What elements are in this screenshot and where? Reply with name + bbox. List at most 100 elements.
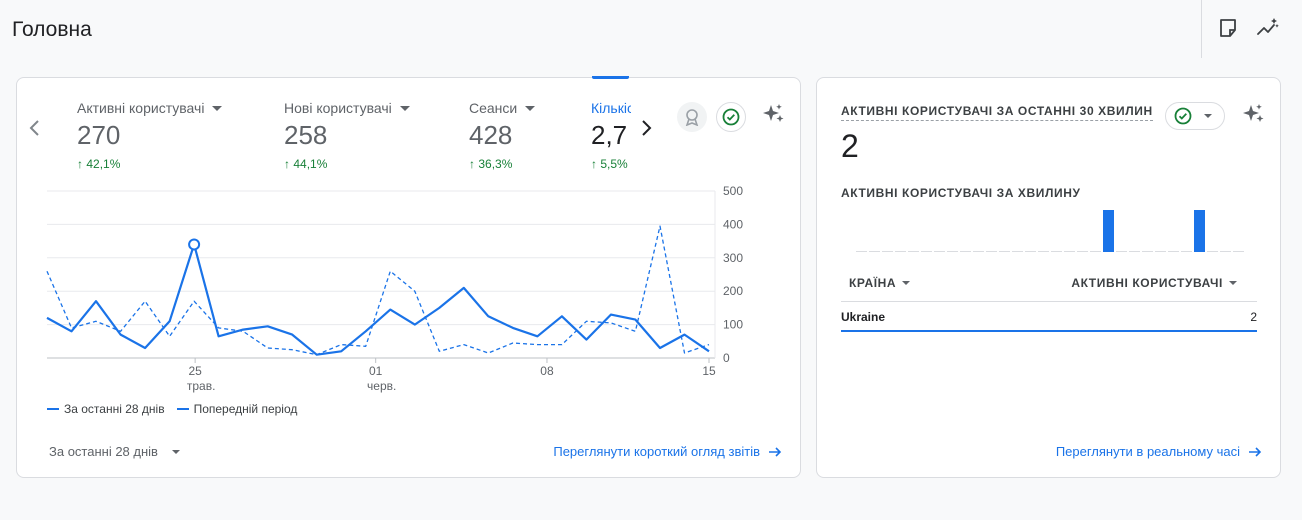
arrow-up-icon: ↑: [284, 157, 290, 171]
legend-previous: Попередній період: [176, 402, 298, 416]
metric-active-users[interactable]: Активні користувачі 270 ↑ 42,1%: [77, 100, 223, 171]
minute-bar-empty: [856, 251, 867, 252]
minute-bar-empty: [1142, 251, 1153, 252]
realtime-subtitle: АКТИВНІ КОРИСТУВАЧІ ЗА ХВИЛИНУ: [841, 186, 1081, 200]
minute-bar-empty: [908, 251, 919, 252]
previous-period-line: [46, 225, 710, 356]
minute-bar: [1103, 210, 1114, 252]
dropdown-arrow-icon: [1204, 114, 1212, 118]
minute-bar-empty: [1038, 251, 1049, 252]
arrow-right-icon: [1249, 446, 1262, 457]
header-divider: [1201, 0, 1202, 58]
sparkle-icon[interactable]: [1240, 102, 1266, 128]
minute-bar-empty: [1129, 251, 1140, 252]
metric-label: Нові користувачі: [284, 100, 392, 116]
table-row-bar: [841, 330, 1257, 332]
minute-bar-empty: [1025, 251, 1036, 252]
metric-change: 44,1%: [293, 157, 328, 171]
x-tick-label: 15: [702, 364, 716, 378]
table-row[interactable]: Ukraine 2: [841, 302, 1257, 332]
legend-current: За останні 28 днів: [47, 402, 165, 416]
highlight-point: [188, 238, 201, 251]
legend-current-label: За останні 28 днів: [64, 402, 165, 416]
page-header: Головна: [0, 0, 1302, 60]
chevron-left-icon[interactable]: [27, 116, 43, 140]
x-tick-month: трав.: [187, 379, 216, 393]
realtime-compare-select[interactable]: [1165, 102, 1225, 130]
minute-bar-empty: [882, 251, 893, 252]
minute-bar: [1194, 210, 1205, 252]
link-label: Переглянути короткий огляд звітів: [553, 444, 760, 459]
per-minute-bar-chart: [856, 210, 1244, 252]
realtime-card: АКТИВНІ КОРИСТУВАЧІ ЗА ОСТАННІ 30 ХВИЛИН…: [816, 77, 1281, 478]
sparkle-icon[interactable]: [760, 102, 786, 128]
metric-event-count[interactable]: Кількість подій 2,7 ↑ 5,5%: [591, 100, 631, 171]
active-tab-indicator: [592, 76, 629, 79]
minute-bar-empty: [999, 251, 1010, 252]
column-label: АКТИВНІ КОРИСТУВАЧІ: [1071, 276, 1223, 290]
realtime-title[interactable]: АКТИВНІ КОРИСТУВАЧІ ЗА ОСТАННІ 30 ХВИЛИН: [841, 104, 1153, 121]
y-tick-label: 500: [723, 184, 743, 198]
column-active-users[interactable]: АКТИВНІ КОРИСТУВАЧІ: [1071, 276, 1237, 290]
view-reports-snapshot-link[interactable]: Переглянути короткий огляд звітів: [553, 444, 782, 459]
minute-bar-empty: [1064, 251, 1075, 252]
insights-icon[interactable]: [1256, 16, 1280, 40]
users-cell: 2: [1250, 310, 1257, 324]
metric-new-users[interactable]: Нові користувачі 258 ↑ 44,1%: [284, 100, 410, 171]
check-circle-icon[interactable]: [716, 102, 746, 132]
view-realtime-link[interactable]: Переглянути в реальному часі: [1056, 444, 1262, 459]
x-tick-label: 25: [188, 364, 202, 378]
minute-bar-empty: [1012, 251, 1023, 252]
arrow-up-icon: ↑: [77, 157, 83, 171]
arrow-up-icon: ↑: [469, 157, 475, 171]
minute-bar-empty: [1233, 251, 1244, 252]
metric-change: 42,1%: [86, 157, 121, 171]
arrow-up-icon: ↑: [591, 157, 597, 171]
minute-bar-empty: [869, 251, 880, 252]
metric-sessions[interactable]: Сеанси 428 ↑ 36,3%: [469, 100, 536, 171]
overview-card: Активні користувачі 270 ↑ 42,1% Нові кор…: [16, 76, 801, 478]
dropdown-arrow-icon: [1229, 281, 1237, 285]
metric-label: Активні користувачі: [77, 100, 205, 116]
minute-bar-empty: [1116, 251, 1127, 252]
y-tick-label: 200: [723, 284, 743, 298]
table-divider: [841, 301, 1257, 302]
column-country[interactable]: КРАЇНА: [849, 276, 911, 290]
date-range-select[interactable]: За останні 28 днів: [49, 444, 180, 459]
arrow-right-icon: [769, 446, 782, 457]
dropdown-arrow-icon: [399, 105, 410, 111]
current-period-line: [46, 243, 710, 356]
y-tick-label: 0: [723, 351, 730, 365]
minute-bar-empty: [1077, 251, 1088, 252]
country-cell: Ukraine: [841, 310, 886, 324]
metric-label: Сеанси: [469, 100, 518, 116]
y-tick-label: 300: [723, 251, 743, 265]
column-label: КРАЇНА: [849, 276, 897, 290]
x-tick-month: черв.: [367, 379, 396, 393]
dropdown-arrow-icon: [212, 105, 223, 111]
x-tick-label: 01: [369, 364, 383, 378]
minute-bar-empty: [1168, 251, 1179, 252]
legend-previous-label: Попередній період: [193, 402, 298, 416]
link-label: Переглянути в реальному часі: [1055, 444, 1240, 459]
realtime-value: 2: [841, 128, 859, 164]
chevron-right-icon[interactable]: [638, 116, 654, 140]
note-icon[interactable]: [1216, 16, 1240, 40]
minute-bar-empty: [934, 251, 945, 252]
minute-bar-empty: [960, 251, 971, 252]
minute-bar-empty: [1220, 251, 1231, 252]
chart-legend: За останні 28 днів Попередній період: [47, 402, 309, 416]
metric-event-count-clip: Кількість подій 2,7 ↑ 5,5%: [591, 100, 631, 180]
minute-bar-empty: [1181, 251, 1192, 252]
award-icon[interactable]: [677, 102, 707, 132]
metric-value: 428: [469, 120, 513, 150]
legend-dashed-swatch: [176, 408, 189, 410]
minute-bar-empty: [1051, 251, 1062, 252]
check-circle-icon: [1174, 107, 1192, 125]
minute-bar-empty: [1207, 251, 1218, 252]
metric-label: Кількість подій: [591, 100, 631, 116]
minute-bar-empty: [986, 251, 997, 252]
minute-bar-empty: [921, 251, 932, 252]
metric-change: 5,5%: [600, 157, 628, 171]
